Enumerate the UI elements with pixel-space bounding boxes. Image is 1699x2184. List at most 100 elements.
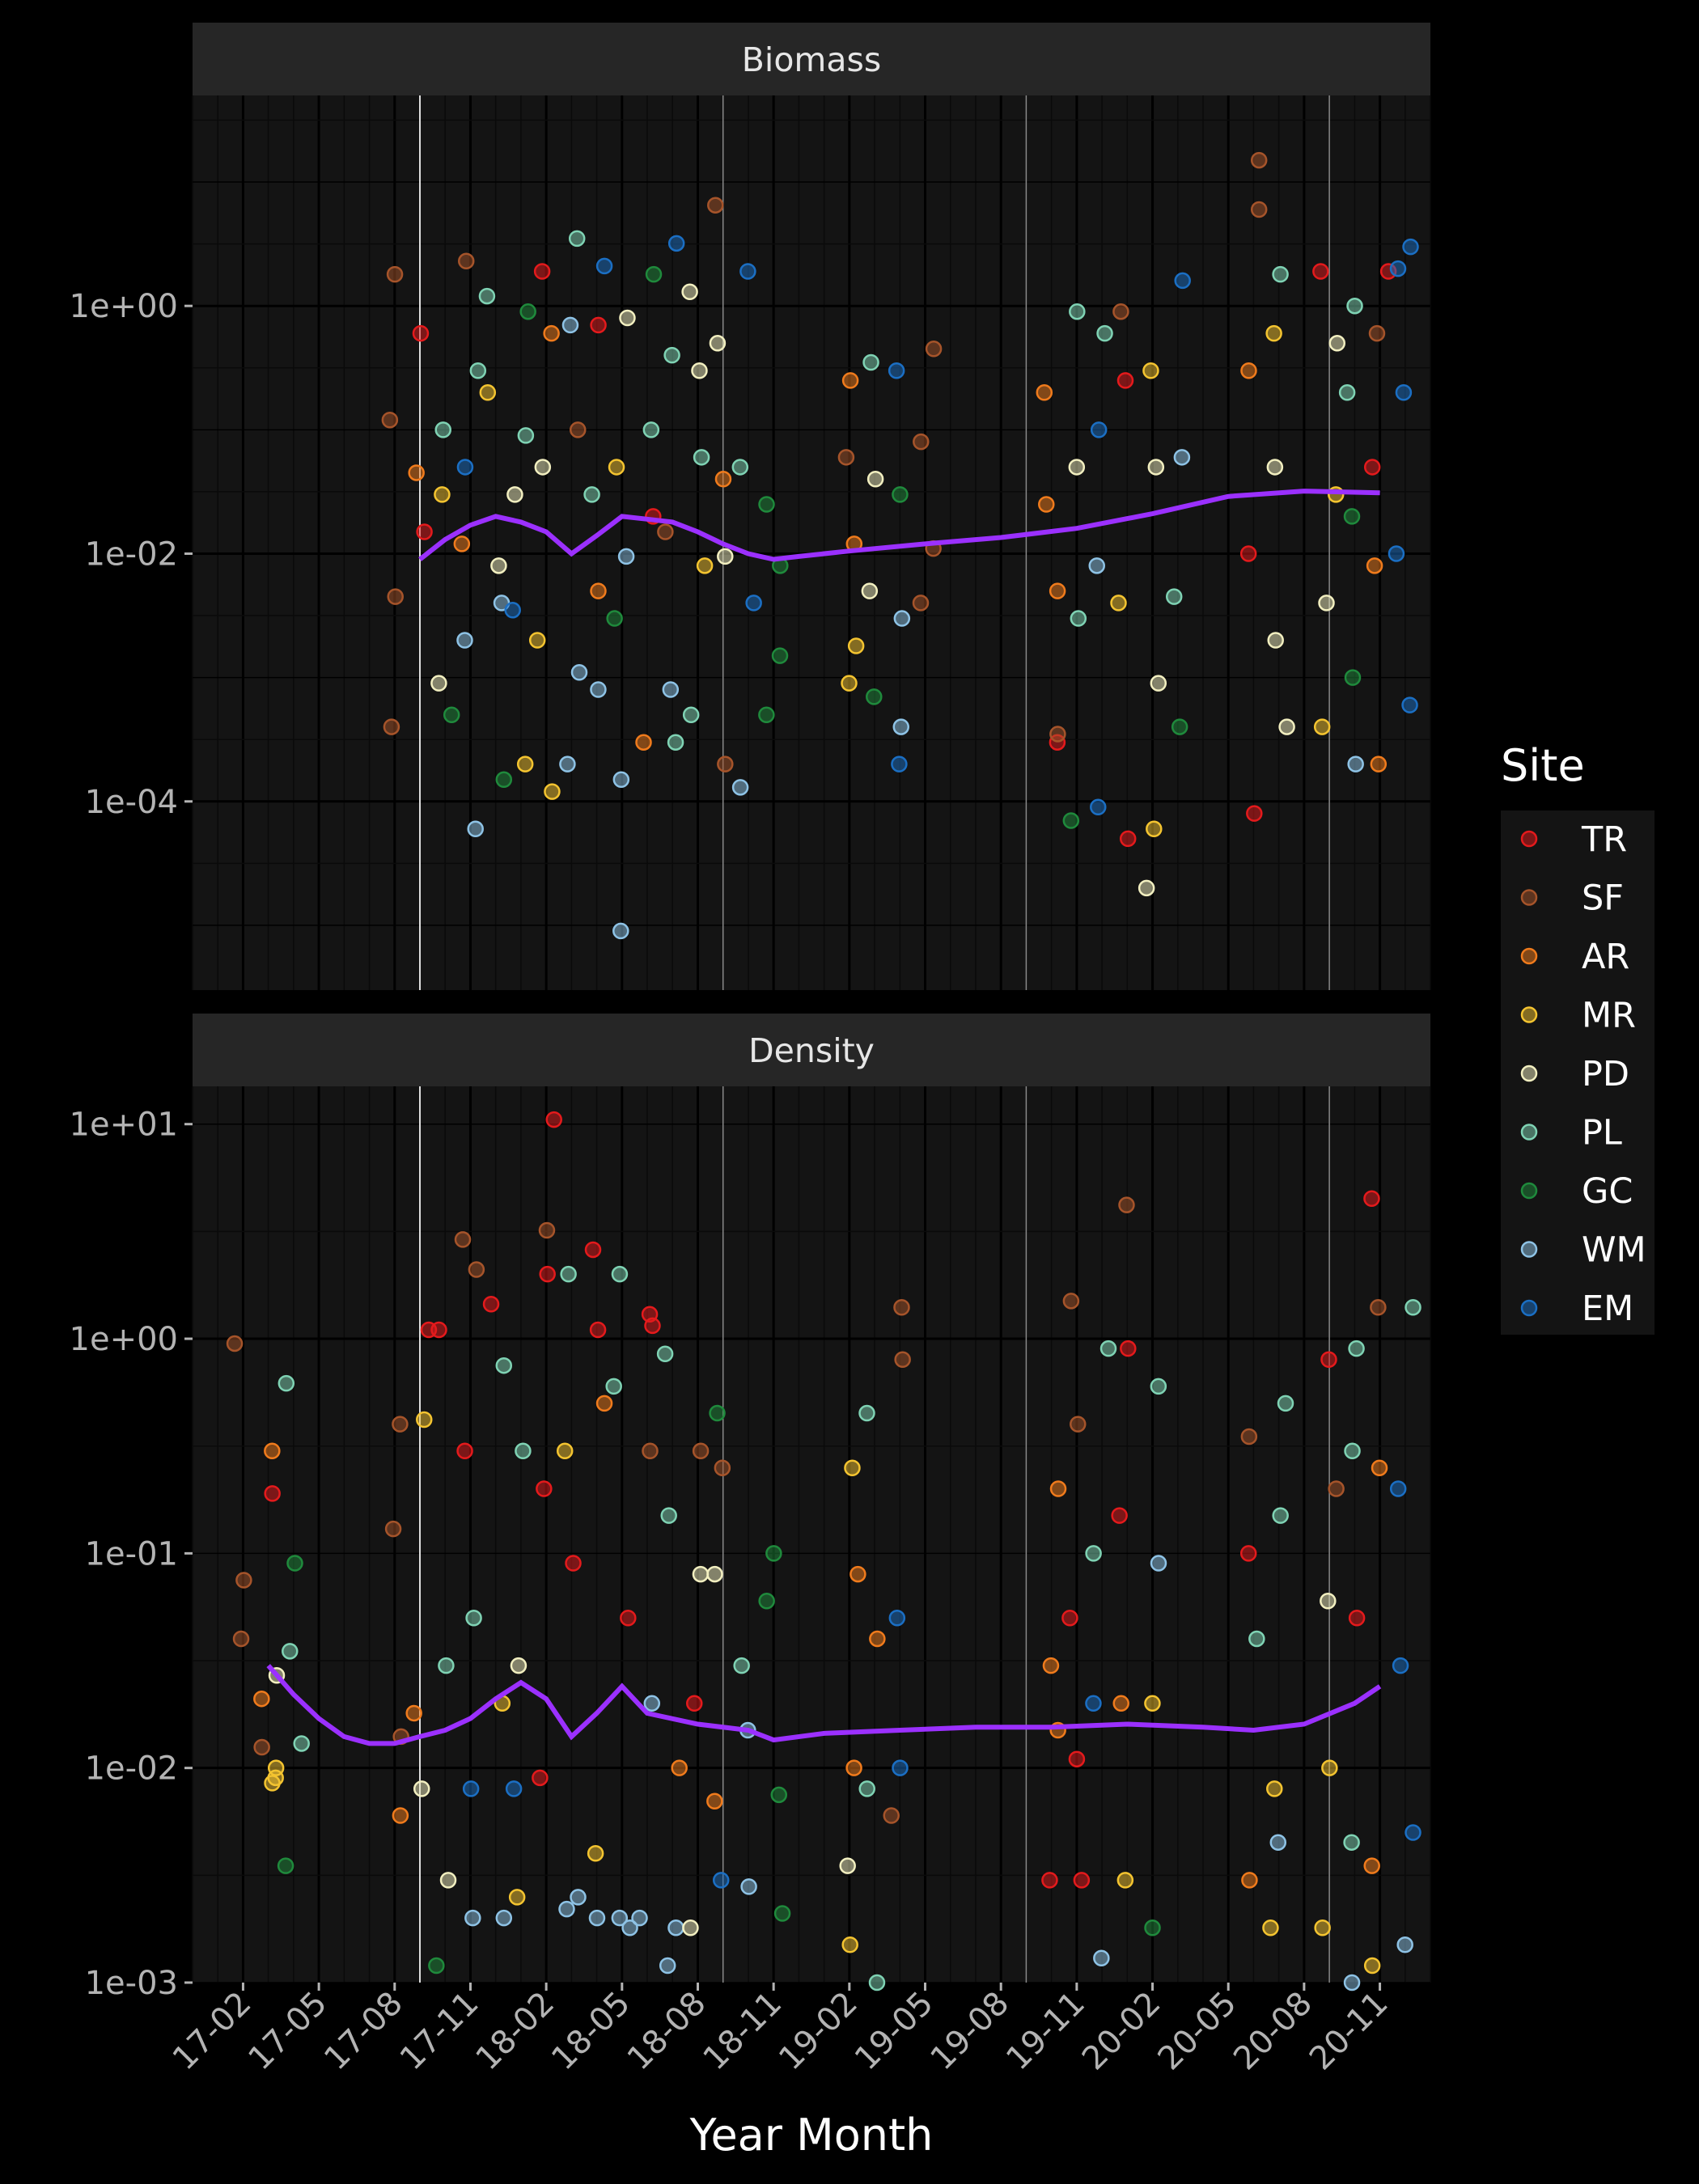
data-point-tr xyxy=(412,324,430,342)
data-point-tr xyxy=(416,523,433,540)
data-point-ar xyxy=(408,464,425,481)
data-point-em xyxy=(1392,1657,1409,1674)
data-point-tr xyxy=(532,1769,549,1787)
data-point-wm xyxy=(612,771,630,789)
data-point-wm xyxy=(561,316,579,334)
data-point-pd xyxy=(1320,1592,1337,1610)
data-point-mr xyxy=(479,383,497,401)
data-point-mr xyxy=(416,1411,433,1428)
data-point-em xyxy=(1389,260,1407,277)
data-point-pd xyxy=(1278,718,1295,735)
data-point-ar xyxy=(1038,496,1055,513)
data-point-sf xyxy=(569,421,587,438)
data-point-em xyxy=(1174,272,1191,290)
data-point-wm xyxy=(456,632,473,649)
data-point-pd xyxy=(706,1565,723,1583)
data-point-em xyxy=(1401,696,1418,713)
biomass-plot-area xyxy=(193,95,1430,990)
data-point-wm xyxy=(1269,1834,1287,1851)
data-point-pd xyxy=(682,1919,699,1936)
data-point-pd xyxy=(1266,459,1284,476)
data-point-sf xyxy=(707,197,724,214)
data-point-wm xyxy=(611,1909,629,1927)
density-trend-line xyxy=(266,1664,1382,1746)
density-plot-area xyxy=(193,1086,1430,1983)
data-point-sf xyxy=(912,595,930,612)
data-point-em xyxy=(745,595,762,612)
data-point-gc xyxy=(1144,1919,1161,1936)
data-point-mr xyxy=(1262,1919,1279,1936)
data-point-em xyxy=(891,756,908,772)
data-point-ar xyxy=(1370,756,1388,772)
data-point-em xyxy=(1405,1824,1421,1841)
data-point-tr xyxy=(644,1317,661,1335)
data-point-mr xyxy=(1142,362,1159,379)
data-point-sf xyxy=(657,523,674,540)
data-point-tr xyxy=(1120,1340,1137,1357)
data-point-sf xyxy=(538,1221,556,1239)
data-point-pl xyxy=(868,1974,886,1991)
data-point-sf xyxy=(454,1231,472,1248)
data-point-tr xyxy=(620,1609,637,1627)
data-point-pd xyxy=(1068,459,1086,476)
data-point-wm xyxy=(559,756,576,772)
data-point-mr xyxy=(1265,324,1282,342)
density-vlines xyxy=(419,1086,1330,1983)
legend-key-wm xyxy=(1520,1241,1538,1258)
data-point-pl xyxy=(1248,1630,1265,1648)
data-point-tr xyxy=(536,1480,553,1497)
data-point-pd xyxy=(866,471,884,488)
data-point-gc xyxy=(428,1957,445,1974)
data-point-sf xyxy=(692,1442,710,1460)
data-point-em xyxy=(888,362,905,379)
data-point-em xyxy=(667,235,685,252)
data-point-ar xyxy=(1240,362,1257,379)
data-point-sf xyxy=(894,1351,911,1369)
data-point-em xyxy=(1389,1480,1407,1497)
data-point-mr xyxy=(587,1845,604,1862)
data-point-gc xyxy=(1171,718,1188,735)
legend-key-em xyxy=(1520,1299,1538,1317)
data-point-pl xyxy=(1272,1507,1289,1524)
data-point-sf xyxy=(232,1630,250,1648)
data-point-sf xyxy=(392,1416,409,1433)
data-point-pd xyxy=(534,459,552,476)
data-point-pl xyxy=(1099,1340,1117,1357)
data-point-wm xyxy=(1347,756,1364,772)
data-point-ar xyxy=(1036,383,1053,401)
data-point-tr xyxy=(1119,830,1137,848)
data-point-ar xyxy=(1363,1857,1380,1874)
data-point-tr xyxy=(1320,1351,1337,1369)
legend-key-sf xyxy=(1520,889,1538,906)
data-point-sf xyxy=(383,718,400,735)
data-point-pl xyxy=(478,287,496,305)
data-point-wm xyxy=(617,548,635,565)
data-point-pd xyxy=(1318,595,1335,612)
data-point-pd xyxy=(861,582,879,599)
biomass-y-axis: 1e+00 1e-02 1e-04 xyxy=(70,288,178,821)
biomass-strip xyxy=(193,23,1430,95)
data-point-gc xyxy=(443,706,460,723)
data-point-tr xyxy=(1239,545,1257,562)
data-point-ar xyxy=(1049,582,1066,599)
data-point-pl xyxy=(469,362,487,379)
data-point-tr xyxy=(1073,1872,1091,1889)
data-point-tr xyxy=(539,1265,556,1283)
data-point-mr xyxy=(544,783,561,800)
data-point-ar xyxy=(1371,1459,1388,1477)
legend-label: SF xyxy=(1582,878,1624,919)
data-point-pd xyxy=(1147,459,1165,476)
data-point-tr xyxy=(1363,459,1381,476)
data-point-gc xyxy=(758,1592,775,1610)
data-point-pl xyxy=(1165,588,1183,605)
density-points xyxy=(226,1111,1421,1991)
data-point-wm xyxy=(588,1909,606,1927)
data-point-tr xyxy=(1239,1545,1257,1562)
data-point-gc xyxy=(892,486,909,503)
legend-label: TR xyxy=(1581,819,1627,860)
legend-label: PL xyxy=(1582,1113,1622,1153)
data-point-ar xyxy=(453,535,471,552)
data-point-tr xyxy=(589,1321,607,1339)
data-point-mr xyxy=(1313,718,1331,735)
